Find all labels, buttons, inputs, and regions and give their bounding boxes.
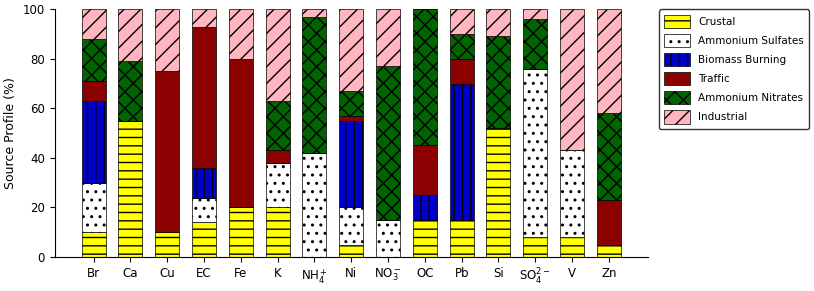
Bar bbox=[487, 128, 510, 257]
Bar bbox=[376, 220, 400, 257]
Bar bbox=[155, 71, 179, 232]
Bar bbox=[265, 207, 290, 257]
Bar bbox=[597, 200, 621, 245]
Bar bbox=[81, 232, 106, 257]
Bar bbox=[523, 69, 547, 237]
Bar bbox=[339, 121, 363, 207]
Bar bbox=[119, 9, 142, 61]
Bar bbox=[523, 9, 547, 19]
Bar bbox=[597, 9, 621, 113]
Bar bbox=[265, 101, 290, 150]
Bar bbox=[449, 34, 474, 59]
Bar bbox=[523, 19, 547, 69]
Bar bbox=[119, 61, 142, 121]
Bar bbox=[303, 9, 326, 17]
Bar bbox=[192, 26, 216, 168]
Bar bbox=[303, 153, 326, 257]
Bar bbox=[155, 9, 179, 71]
Bar bbox=[487, 36, 510, 128]
Bar bbox=[119, 121, 142, 257]
Bar bbox=[449, 84, 474, 220]
Bar bbox=[449, 59, 474, 84]
Bar bbox=[413, 195, 437, 220]
Bar bbox=[487, 9, 510, 36]
Bar bbox=[413, 220, 437, 257]
Bar bbox=[376, 66, 400, 220]
Bar bbox=[339, 9, 363, 91]
Bar bbox=[413, 9, 437, 146]
Bar bbox=[81, 81, 106, 101]
Bar bbox=[560, 150, 584, 237]
Bar bbox=[192, 198, 216, 222]
Bar bbox=[265, 9, 290, 101]
Bar bbox=[376, 9, 400, 66]
Bar bbox=[339, 116, 363, 121]
Bar bbox=[229, 59, 253, 207]
Bar bbox=[192, 222, 216, 257]
Bar bbox=[265, 150, 290, 163]
Y-axis label: Source Profile (%): Source Profile (%) bbox=[4, 77, 17, 189]
Bar bbox=[81, 9, 106, 39]
Bar bbox=[192, 9, 216, 26]
Bar bbox=[597, 113, 621, 200]
Bar bbox=[303, 17, 326, 153]
Bar bbox=[339, 207, 363, 245]
Bar bbox=[265, 163, 290, 207]
Bar bbox=[339, 245, 363, 257]
Bar bbox=[192, 168, 216, 198]
Bar bbox=[449, 220, 474, 257]
Bar bbox=[229, 207, 253, 257]
Bar bbox=[339, 91, 363, 116]
Bar bbox=[560, 237, 584, 257]
Bar bbox=[81, 183, 106, 232]
Bar bbox=[229, 9, 253, 59]
Bar bbox=[81, 101, 106, 183]
Bar bbox=[413, 146, 437, 195]
Bar bbox=[81, 39, 106, 81]
Bar bbox=[155, 232, 179, 257]
Bar bbox=[449, 9, 474, 34]
Legend: Crustal, Ammonium Sulfates, Biomass Burning, Traffic, Ammonium Nitrates, Industr: Crustal, Ammonium Sulfates, Biomass Burn… bbox=[659, 9, 809, 129]
Bar bbox=[597, 245, 621, 257]
Bar bbox=[560, 9, 584, 150]
Bar bbox=[523, 237, 547, 257]
